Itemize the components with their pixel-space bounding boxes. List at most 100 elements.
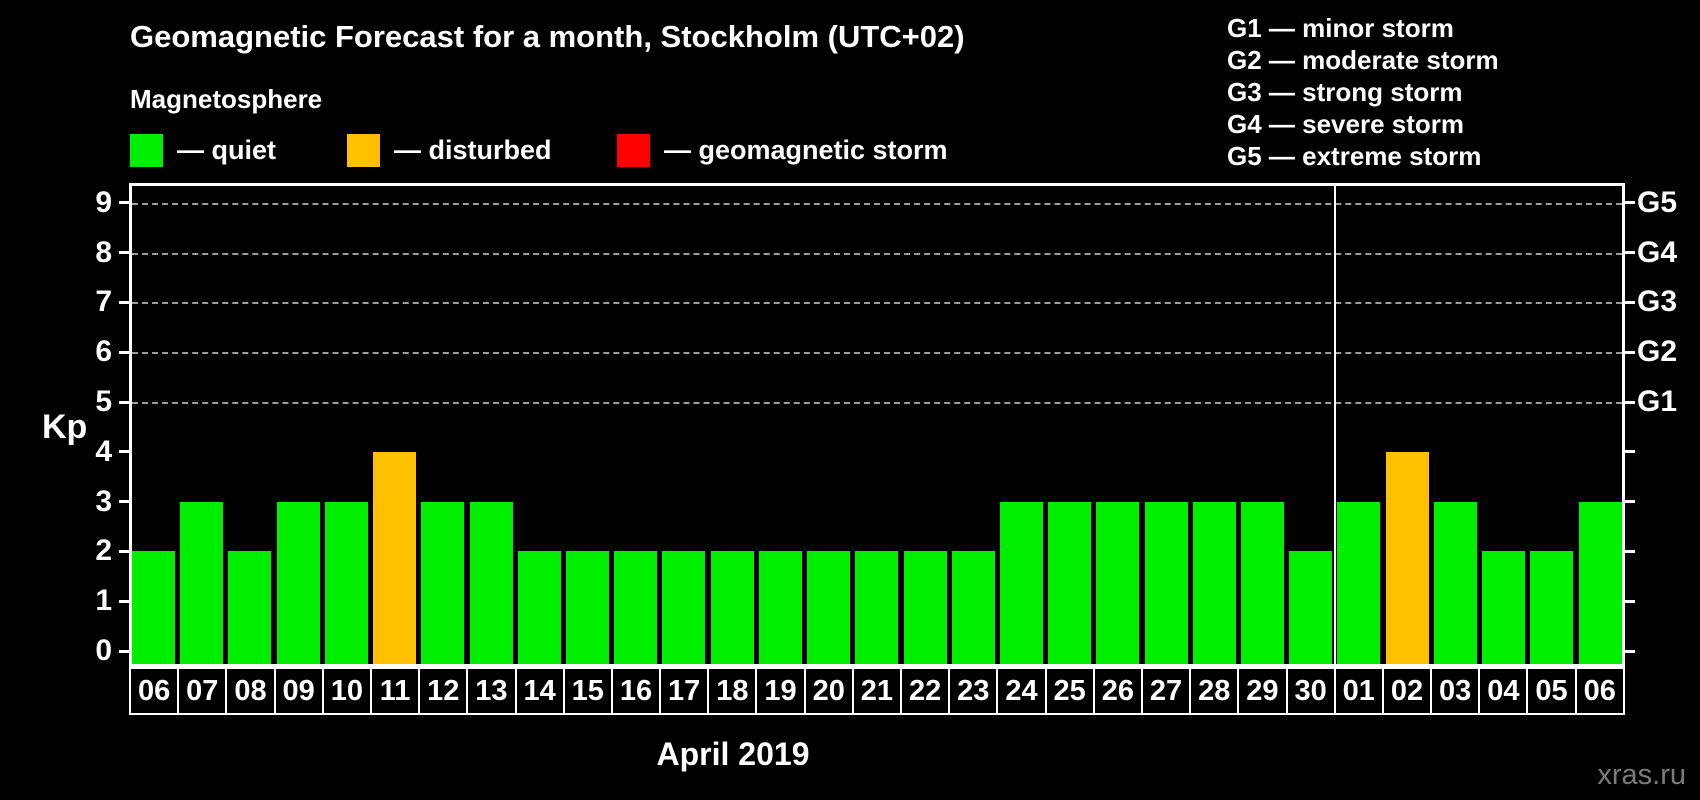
day-label-cell: 03 xyxy=(1430,669,1478,713)
y-tick-left-2 xyxy=(119,549,129,553)
y-tick-right-6 xyxy=(1625,350,1635,354)
day-label-cell: 16 xyxy=(610,669,659,713)
disturbed-color-swatch xyxy=(347,134,380,167)
storm-scale-g3: G3 — strong storm xyxy=(1227,77,1463,107)
y-tick-left-8 xyxy=(119,251,129,255)
day-label-cell: 04 xyxy=(1478,669,1526,713)
gridline-kp-5 xyxy=(132,402,1622,404)
y-tick-right-9 xyxy=(1625,201,1635,205)
day-label-cell: 01 xyxy=(1333,669,1382,713)
y-tick-right-5 xyxy=(1625,400,1635,404)
kp-bar-29 xyxy=(1241,502,1285,664)
y-tick-left-1 xyxy=(119,599,129,603)
chart-title: Geomagnetic Forecast for a month, Stockh… xyxy=(130,19,965,54)
day-label-cell: 08 xyxy=(225,669,273,713)
y-tick-right-7 xyxy=(1625,300,1635,304)
day-label-cell: 11 xyxy=(369,669,418,713)
day-label-cell: 09 xyxy=(273,669,322,713)
y-tick-label-1: 1 xyxy=(95,584,112,618)
kp-bar-20 xyxy=(807,551,851,664)
kp-bar-14 xyxy=(517,551,561,664)
kp-bar-05 xyxy=(1530,551,1574,664)
kp-bar-25 xyxy=(1048,502,1092,664)
day-label-cell: 06 xyxy=(137,674,171,707)
right-axis-label-g1: G1 xyxy=(1637,385,1678,418)
day-label-cell: 05 xyxy=(1526,669,1574,713)
day-label-cell: 14 xyxy=(514,669,563,713)
kp-bar-28 xyxy=(1192,502,1236,664)
storm-scale-g5: G5 — extreme storm xyxy=(1227,141,1482,171)
day-label-cell: 06 xyxy=(1574,669,1623,713)
y-tick-left-9 xyxy=(119,201,129,205)
day-label-cell: 28 xyxy=(1189,669,1237,713)
kp-bar-16 xyxy=(614,551,658,664)
right-axis-label-g4: G4 xyxy=(1637,235,1678,269)
day-label-cell: 15 xyxy=(562,669,611,713)
kp-bar-06 xyxy=(132,551,175,664)
gridline-kp-7 xyxy=(132,302,1622,305)
storm-scale-g1: G1 — minor storm xyxy=(1227,13,1454,43)
y-tick-left-0 xyxy=(119,649,129,653)
storm-scale-legend: G1 — minor storm G2 — moderate storm G3 … xyxy=(1227,12,1499,172)
kp-bar-21 xyxy=(855,551,899,664)
y-tick-right-0 xyxy=(1625,649,1635,653)
kp-bar-22 xyxy=(903,551,947,664)
kp-bar-11 xyxy=(373,452,417,664)
kp-bar-19 xyxy=(758,551,802,664)
day-label-cell: 10 xyxy=(321,669,370,713)
day-label-cell: 24 xyxy=(996,669,1044,713)
y-axis-title: Kp xyxy=(42,408,88,446)
day-label-cell: 27 xyxy=(1140,669,1189,713)
kp-bar-04 xyxy=(1482,551,1526,664)
kp-bar-15 xyxy=(565,551,609,664)
kp-bar-03 xyxy=(1433,502,1477,664)
day-label-cell: 07 xyxy=(177,669,225,713)
storm-color-swatch xyxy=(617,134,650,167)
kp-bar-26 xyxy=(1096,502,1140,664)
day-label-cell: 12 xyxy=(418,669,466,713)
month-separator-line xyxy=(1333,186,1337,664)
right-axis-label-g3: G3 xyxy=(1637,285,1678,319)
day-label-cell: 19 xyxy=(755,669,803,713)
y-tick-label-5: 5 xyxy=(95,385,112,418)
bars-container xyxy=(132,186,1622,664)
legend-item-label: — geomagnetic storm xyxy=(664,135,948,165)
y-tick-right-2 xyxy=(1625,549,1635,553)
gridline-kp-8 xyxy=(132,252,1622,255)
legend-item-label: — quiet xyxy=(177,135,276,165)
kp-bar-10 xyxy=(324,502,368,664)
y-tick-label-4: 4 xyxy=(95,434,112,468)
right-axis-label-g5: G5 xyxy=(1637,185,1678,219)
day-label-cell: 22 xyxy=(900,669,948,713)
day-label-cell: 21 xyxy=(851,669,900,713)
day-label-cell: 26 xyxy=(1092,669,1141,713)
kp-bar-09 xyxy=(276,502,320,664)
y-tick-right-4 xyxy=(1625,450,1635,454)
kp-bar-17 xyxy=(662,551,706,664)
y-tick-label-7: 7 xyxy=(95,285,112,319)
watermark: xras.ru xyxy=(1597,759,1686,791)
y-tick-label-6: 6 xyxy=(95,335,112,369)
y-tick-label-2: 2 xyxy=(95,534,112,568)
y-tick-label-0: 0 xyxy=(95,634,112,667)
kp-bar-01 xyxy=(1337,502,1381,664)
y-tick-right-3 xyxy=(1625,500,1635,504)
storm-scale-g2: G2 — moderate storm xyxy=(1227,45,1499,75)
day-label-cell: 30 xyxy=(1285,669,1334,713)
quiet-color-swatch xyxy=(130,134,163,167)
legend-item-quiet: — quiet xyxy=(130,134,276,167)
kp-bar-07 xyxy=(180,502,224,664)
day-label-cell: 17 xyxy=(659,669,707,713)
plot-area: 0 1 2 3 4 5 6 7 8 9 G1 G2 G3 G4 G5 xyxy=(95,183,1677,667)
x-axis-title: April 2019 xyxy=(656,736,810,772)
gridline-kp-6 xyxy=(132,352,1622,355)
y-tick-left-4 xyxy=(119,450,129,454)
day-label-cell: 13 xyxy=(466,669,514,713)
kp-bar-24 xyxy=(999,502,1043,664)
y-tick-label-3: 3 xyxy=(95,484,112,518)
legend-item-label: — disturbed xyxy=(394,135,552,165)
kp-bar-30 xyxy=(1289,551,1333,664)
kp-bar-06 xyxy=(1578,502,1622,664)
day-label-cell: 20 xyxy=(803,669,852,713)
gridline-kp-9 xyxy=(132,202,1622,205)
